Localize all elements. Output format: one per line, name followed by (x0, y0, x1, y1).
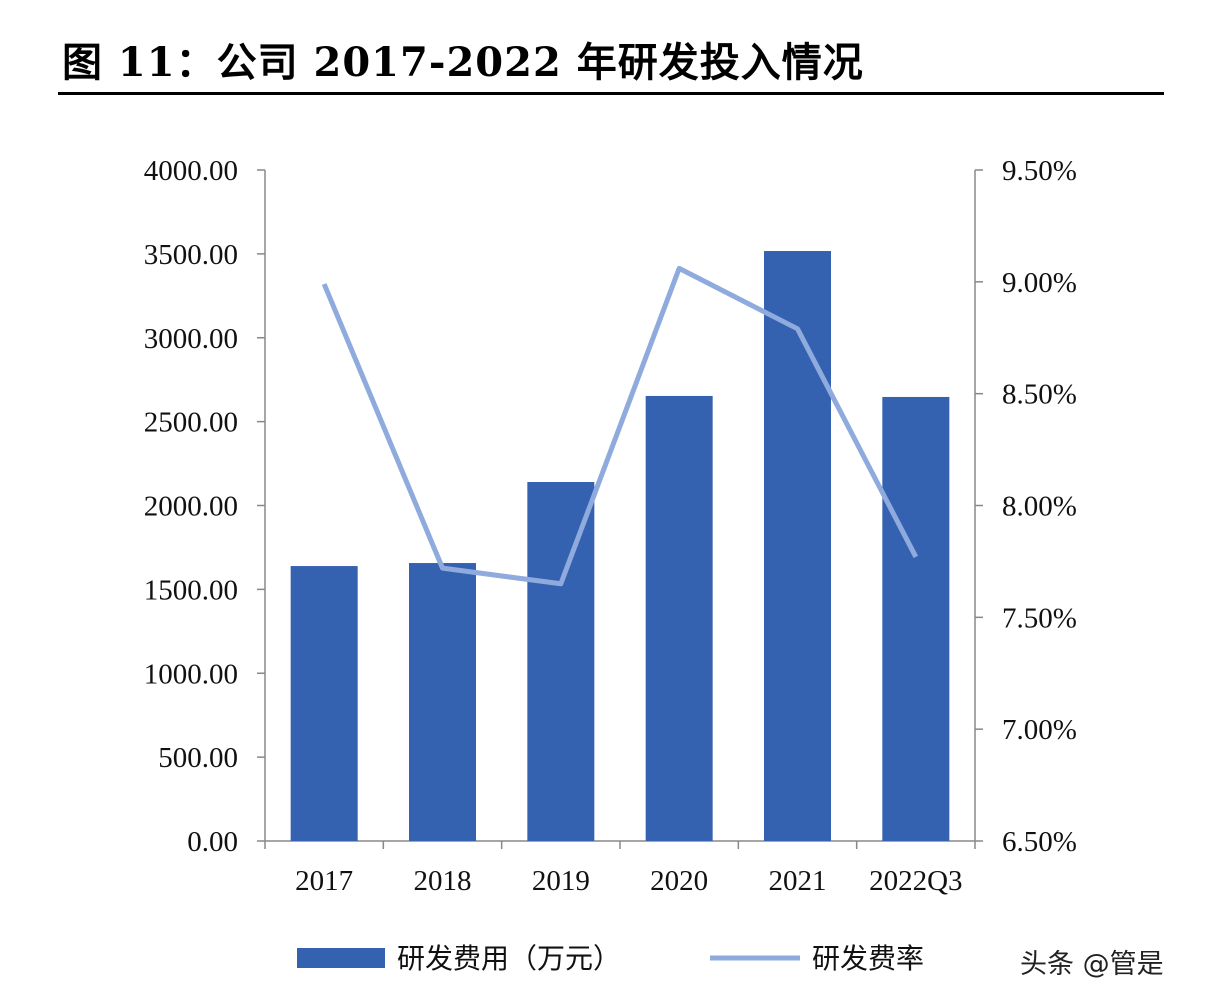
bar-2021 (764, 251, 831, 841)
left-axis-tick-label: 1500.00 (144, 574, 238, 606)
left-axis-tick-label: 2500.00 (144, 407, 238, 439)
bar-2018 (409, 563, 476, 841)
rate-line (321, 265, 919, 587)
x-axis-tick-label: 2022Q3 (869, 865, 962, 897)
bar-2019 (527, 482, 595, 841)
title-rule (58, 92, 1164, 95)
x-axis-tick-label: 2021 (769, 865, 827, 897)
bar-2020 (645, 395, 713, 841)
x-axis-tick-label: 2019 (532, 865, 590, 897)
legend-bar-label: 研发费用（万元） (397, 942, 621, 975)
right-axis-tick-label: 7.00% (1002, 714, 1077, 746)
bar-2017 (290, 566, 358, 841)
x-axis-tick-label: 2017 (295, 865, 353, 897)
left-axis-tick-label: 4000.00 (144, 155, 238, 187)
watermark: 头条 @管是 (1020, 949, 1164, 980)
legend-line-label: 研发费率 (812, 942, 924, 975)
left-axis-tick-label: 0.00 (187, 826, 238, 858)
left-axis-tick-label: 3500.00 (144, 239, 238, 271)
x-axis-tick-label: 2018 (414, 865, 472, 897)
left-axis-tick-label: 500.00 (158, 742, 238, 774)
legend-bar-swatch (297, 948, 385, 968)
right-axis-tick-label: 6.50% (1002, 826, 1077, 858)
bar-2022Q3 (882, 396, 950, 841)
right-axis-tick-label: 9.50% (1002, 155, 1077, 187)
right-axis-tick-label: 7.50% (1002, 602, 1077, 634)
right-axis-tick-label: 8.50% (1002, 379, 1077, 411)
left-axis-tick-label: 1000.00 (144, 658, 238, 690)
left-axis-tick-label: 3000.00 (144, 323, 238, 355)
right-axis-tick-label: 8.00% (1002, 491, 1077, 523)
left-axis-tick-label: 2000.00 (144, 491, 238, 523)
x-axis-tick-label: 2020 (650, 865, 708, 897)
right-axis-tick-label: 9.00% (1002, 267, 1077, 299)
chart-title: 图 11：公司 2017-2022 年研发投入情况 (62, 39, 864, 86)
